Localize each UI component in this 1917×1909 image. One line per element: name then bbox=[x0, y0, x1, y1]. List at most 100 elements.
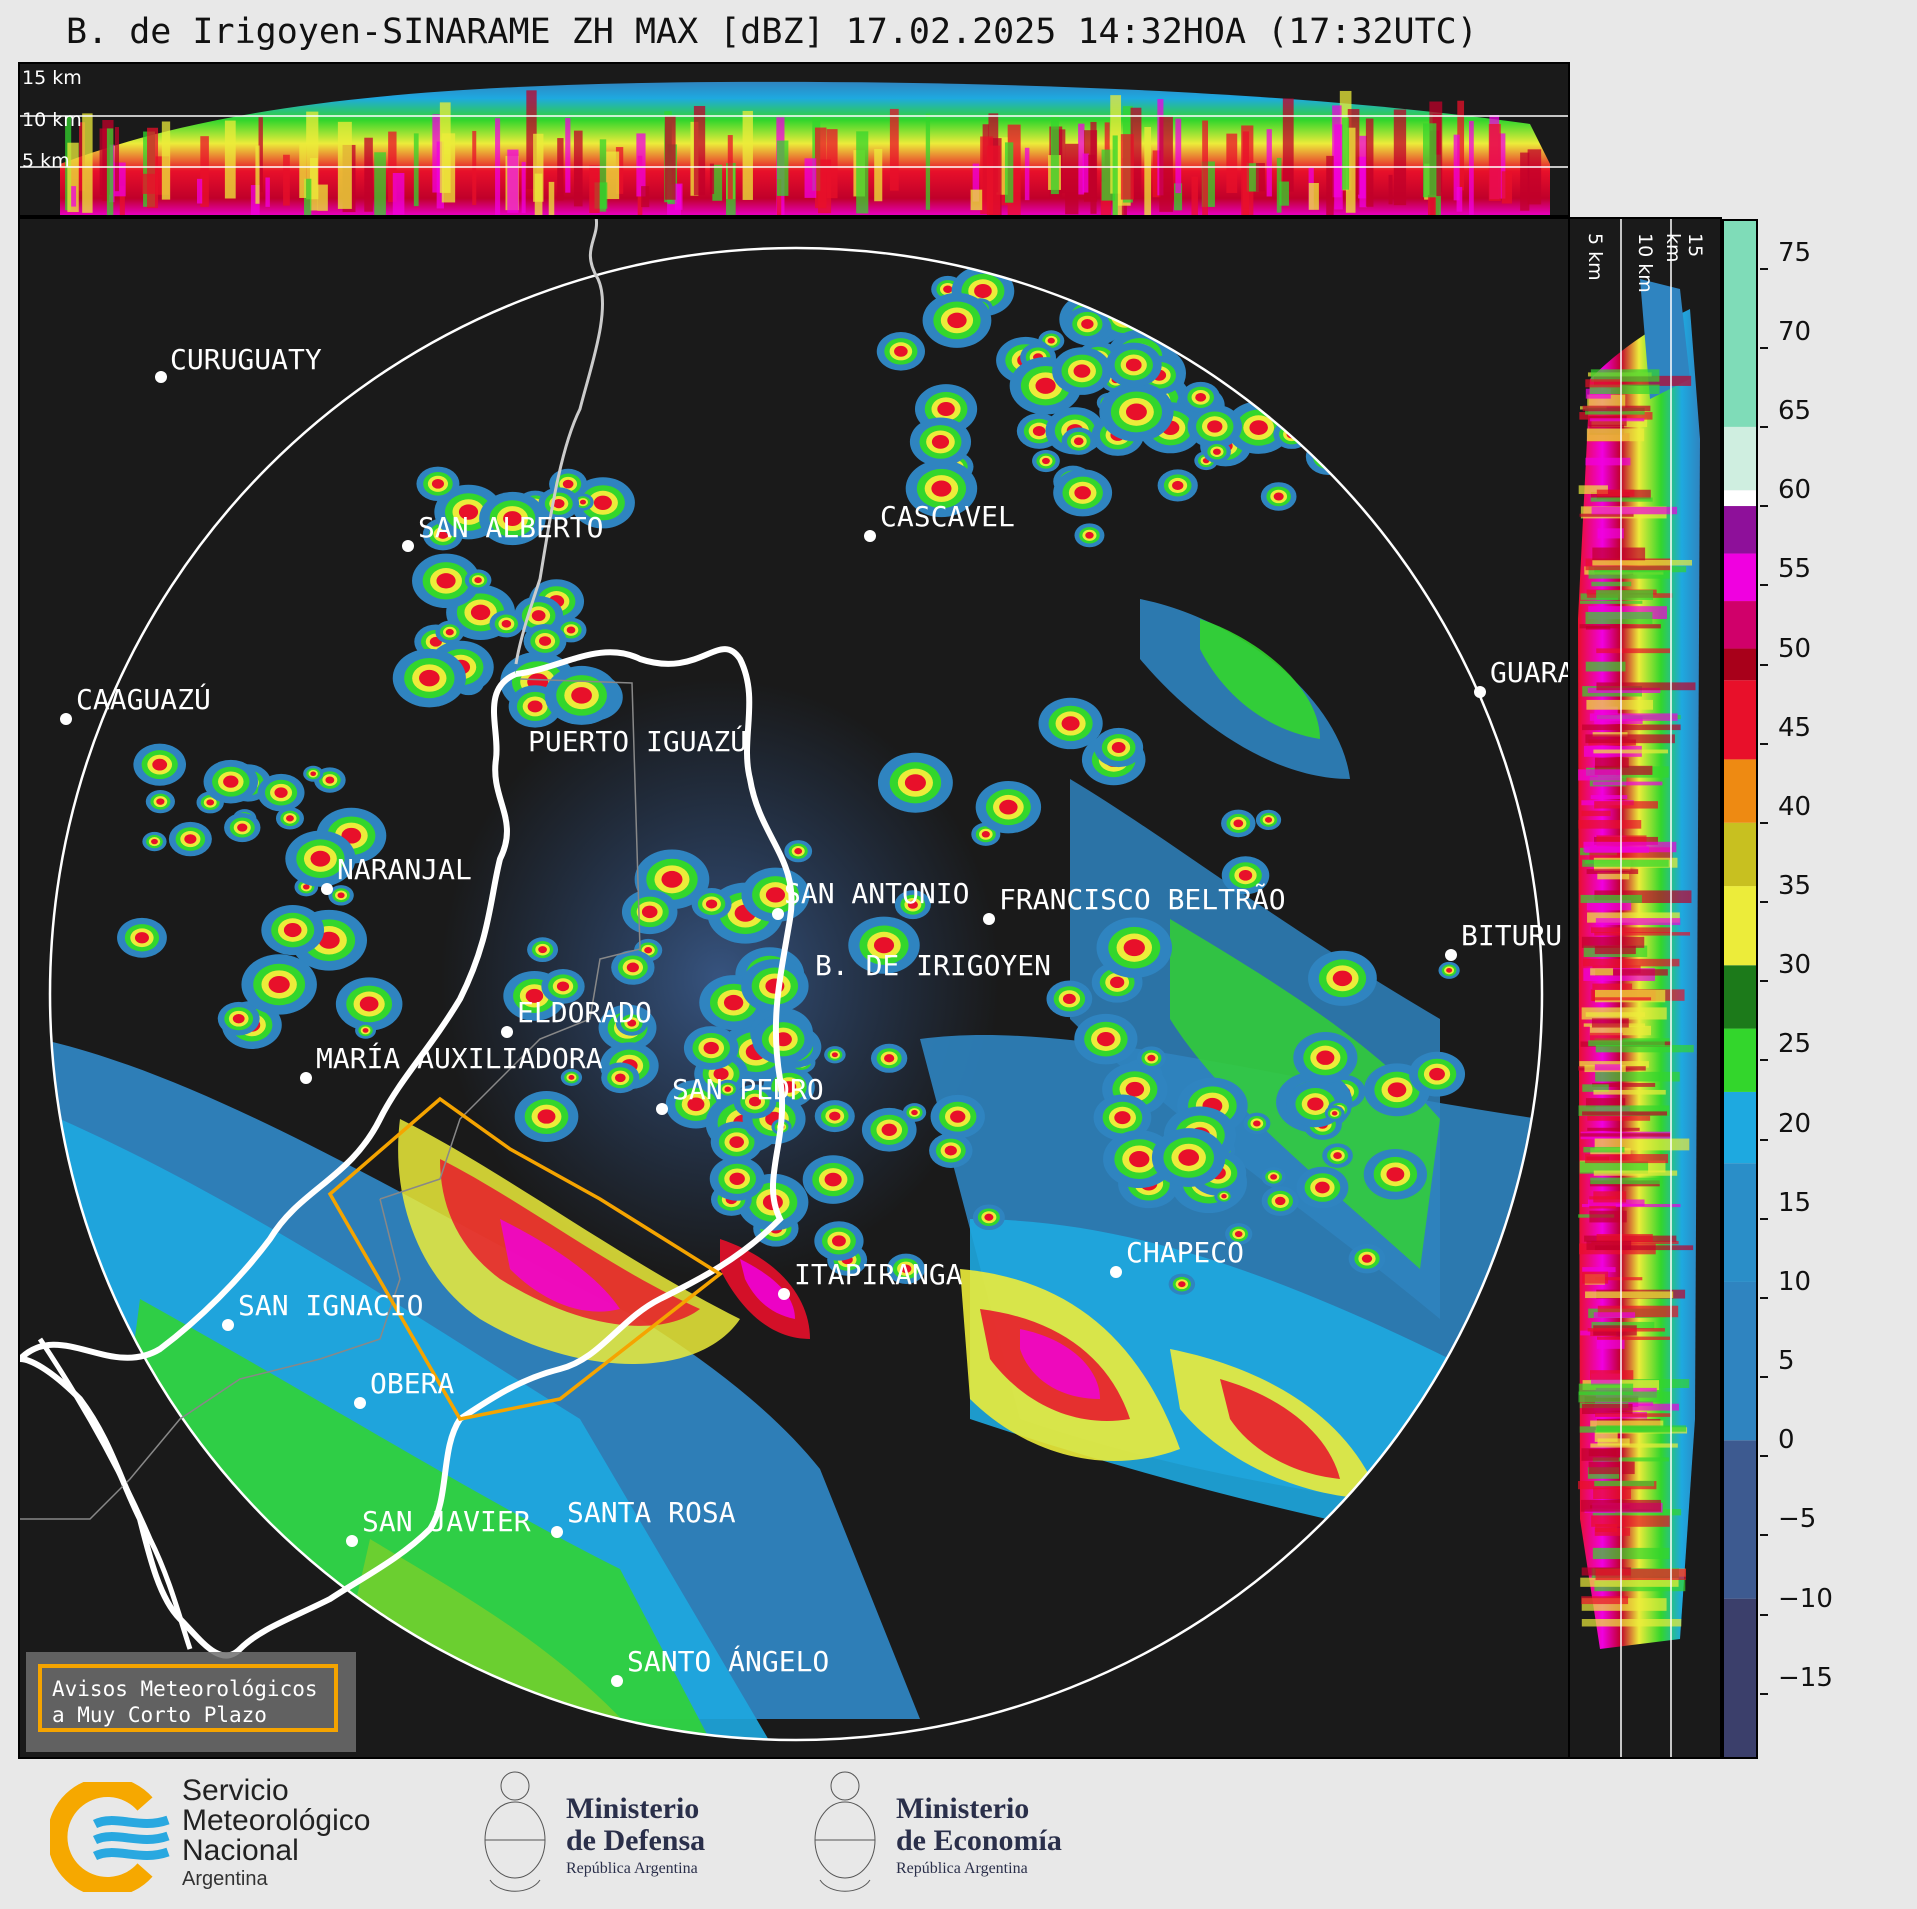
svg-text:FRANCISCO BELTRÃO: FRANCISCO BELTRÃO bbox=[999, 883, 1286, 916]
profile-streak bbox=[1585, 611, 1653, 624]
profile-streak bbox=[1591, 1018, 1629, 1028]
colorbar-tick-label: 10 bbox=[1760, 1267, 1811, 1312]
profile-streak bbox=[1144, 127, 1152, 215]
radar-echo-cell bbox=[1195, 392, 1207, 402]
profile-streak bbox=[1594, 989, 1666, 1003]
radar-echo-cell bbox=[904, 774, 926, 792]
radar-echo-cell bbox=[829, 1111, 841, 1121]
profile-streak bbox=[1594, 765, 1653, 775]
profile-streak bbox=[472, 130, 477, 206]
profile-streak bbox=[1585, 1291, 1674, 1299]
profile-streak bbox=[1581, 1618, 1682, 1627]
profile-streak bbox=[1581, 1596, 1629, 1605]
top-height-label-5km: 5 km bbox=[22, 150, 70, 172]
side-height-label-5km: 5 km bbox=[1584, 233, 1606, 281]
city-curuguaty[interactable]: CURUGUATY bbox=[155, 343, 322, 383]
svg-text:SAN ANTONIO: SAN ANTONIO bbox=[784, 877, 969, 910]
city-maria-auxiliadora[interactable]: MARÍA AUXILIADORA bbox=[300, 1041, 603, 1084]
profile-streak bbox=[1597, 1305, 1679, 1318]
svg-text:CAAGUAZÚ: CAAGUAZÚ bbox=[76, 682, 211, 716]
profile-streak bbox=[1587, 1199, 1645, 1206]
profile-streak bbox=[526, 90, 537, 190]
profile-streak bbox=[1590, 1443, 1678, 1448]
city-caaguazu[interactable]: CAAGUAZÚ bbox=[60, 682, 211, 725]
profile-streak bbox=[1423, 123, 1437, 198]
city-santa-rosa[interactable]: SANTA ROSA bbox=[551, 1496, 736, 1538]
radar-echo-cell bbox=[1310, 401, 1336, 422]
radar-echo-cell bbox=[1318, 407, 1329, 416]
warning-legend-box: Avisos Meteorológicos a Muy Corto Plazo bbox=[26, 1652, 356, 1752]
profile-streak bbox=[1594, 1480, 1655, 1487]
profile-streak bbox=[1593, 1312, 1636, 1318]
city-itapiranga[interactable]: ITAPIRANGA bbox=[778, 1258, 963, 1300]
colorbar-tick-label: 30 bbox=[1760, 950, 1811, 995]
profile-streak bbox=[742, 110, 753, 200]
radar-echo-cell bbox=[1316, 1050, 1335, 1065]
radar-echo-cell bbox=[1307, 1097, 1324, 1111]
profile-streak bbox=[1589, 418, 1645, 422]
radar-echo-cell bbox=[458, 504, 479, 520]
radar-echo-cell bbox=[999, 799, 1018, 815]
city-eldorado[interactable]: ELDORADO bbox=[501, 996, 652, 1038]
profile-streak bbox=[548, 181, 555, 215]
radar-echo-cell bbox=[553, 499, 565, 509]
radar-echo-cell bbox=[1114, 1111, 1131, 1125]
profile-streak bbox=[1590, 795, 1628, 800]
profile-streak bbox=[1579, 412, 1653, 420]
city-san-ignacio[interactable]: SAN IGNACIO bbox=[222, 1289, 423, 1331]
city-obera[interactable]: OBERA bbox=[354, 1367, 454, 1409]
radar-echo-cell bbox=[268, 975, 290, 993]
city-san-antonio[interactable]: SAN ANTONIO bbox=[772, 877, 969, 920]
radar-echo-cell bbox=[724, 1086, 732, 1092]
radar-echo-cell bbox=[531, 610, 546, 622]
radar-echo-cell bbox=[503, 511, 522, 527]
colorbar-band bbox=[1724, 490, 1756, 507]
svg-text:SANTA ROSA: SANTA ROSA bbox=[567, 1496, 736, 1529]
radar-echo-cell bbox=[593, 495, 612, 511]
city-san-pedro[interactable]: SAN PEDRO bbox=[656, 1073, 824, 1115]
profile-streak bbox=[1592, 547, 1646, 561]
radar-echo-cell bbox=[470, 604, 491, 621]
profile-streak bbox=[1590, 927, 1671, 934]
city-francisco-beltrao[interactable]: FRANCISCO BELTRÃO bbox=[983, 883, 1286, 925]
radar-echo-cell bbox=[931, 435, 950, 449]
profile-streak bbox=[1587, 1328, 1665, 1332]
city-naranjal[interactable]: NARANJAL bbox=[321, 853, 472, 895]
profile-streak bbox=[573, 130, 583, 207]
profile-streak bbox=[114, 162, 126, 197]
radar-echo-cell bbox=[1042, 457, 1050, 465]
radar-echo-cell bbox=[1275, 1196, 1286, 1206]
city-san-alberto[interactable]: SAN ALBERTO bbox=[402, 511, 603, 552]
profile-streak bbox=[1432, 113, 1441, 197]
colorbar-tick-label: 65 bbox=[1760, 396, 1811, 441]
radar-echo-cell bbox=[1314, 404, 1332, 419]
svg-text:CHAPECO: CHAPECO bbox=[1126, 1236, 1244, 1269]
radar-echo-cell bbox=[152, 758, 168, 771]
profile-streak bbox=[565, 118, 571, 193]
city-b-de-irigoyen[interactable]: B. DE IRIGOYEN bbox=[815, 949, 1051, 982]
city-guara[interactable]: GUARA bbox=[1474, 656, 1570, 698]
radar-echo-cell bbox=[232, 1013, 245, 1024]
radar-echo-cell bbox=[873, 937, 895, 954]
colorbar-tick-label: 5 bbox=[1760, 1346, 1795, 1391]
radar-echo-cell bbox=[984, 1213, 994, 1221]
radar-echo-cell bbox=[538, 946, 547, 954]
colorbar-band bbox=[1724, 553, 1756, 602]
profile-streak bbox=[1488, 123, 1501, 201]
profile-streak bbox=[1593, 997, 1652, 1001]
city-chapeco[interactable]: CHAPECO bbox=[1110, 1236, 1244, 1278]
profile-streak bbox=[1469, 120, 1474, 215]
city-cascavel[interactable]: CASCAVEL bbox=[864, 500, 1015, 542]
profile-streak bbox=[1592, 1457, 1669, 1462]
city-bituru[interactable]: BITURU bbox=[1445, 919, 1562, 961]
colorbar-tick-label: 75 bbox=[1760, 238, 1811, 283]
profile-streak bbox=[1498, 133, 1506, 199]
city-san-javier[interactable]: SAN JAVIER bbox=[346, 1505, 531, 1547]
profile-streak bbox=[1595, 1413, 1671, 1417]
dbz-colorbar-ticks: 75 70 65 60 55 50 45 40 35 30 25 20 15 10 5 0 −5 −10 −15 bbox=[1760, 219, 1880, 1759]
radar-echo-cell bbox=[1233, 819, 1244, 828]
city-puerto-iguazu[interactable]: PUERTO IGUAZÚ bbox=[528, 724, 747, 758]
smn-name-line4: Argentina bbox=[182, 1868, 268, 1890]
radar-echo-cell bbox=[1081, 319, 1094, 329]
city-santo-angelo[interactable]: SANTO ÁNGELO bbox=[611, 1644, 829, 1687]
